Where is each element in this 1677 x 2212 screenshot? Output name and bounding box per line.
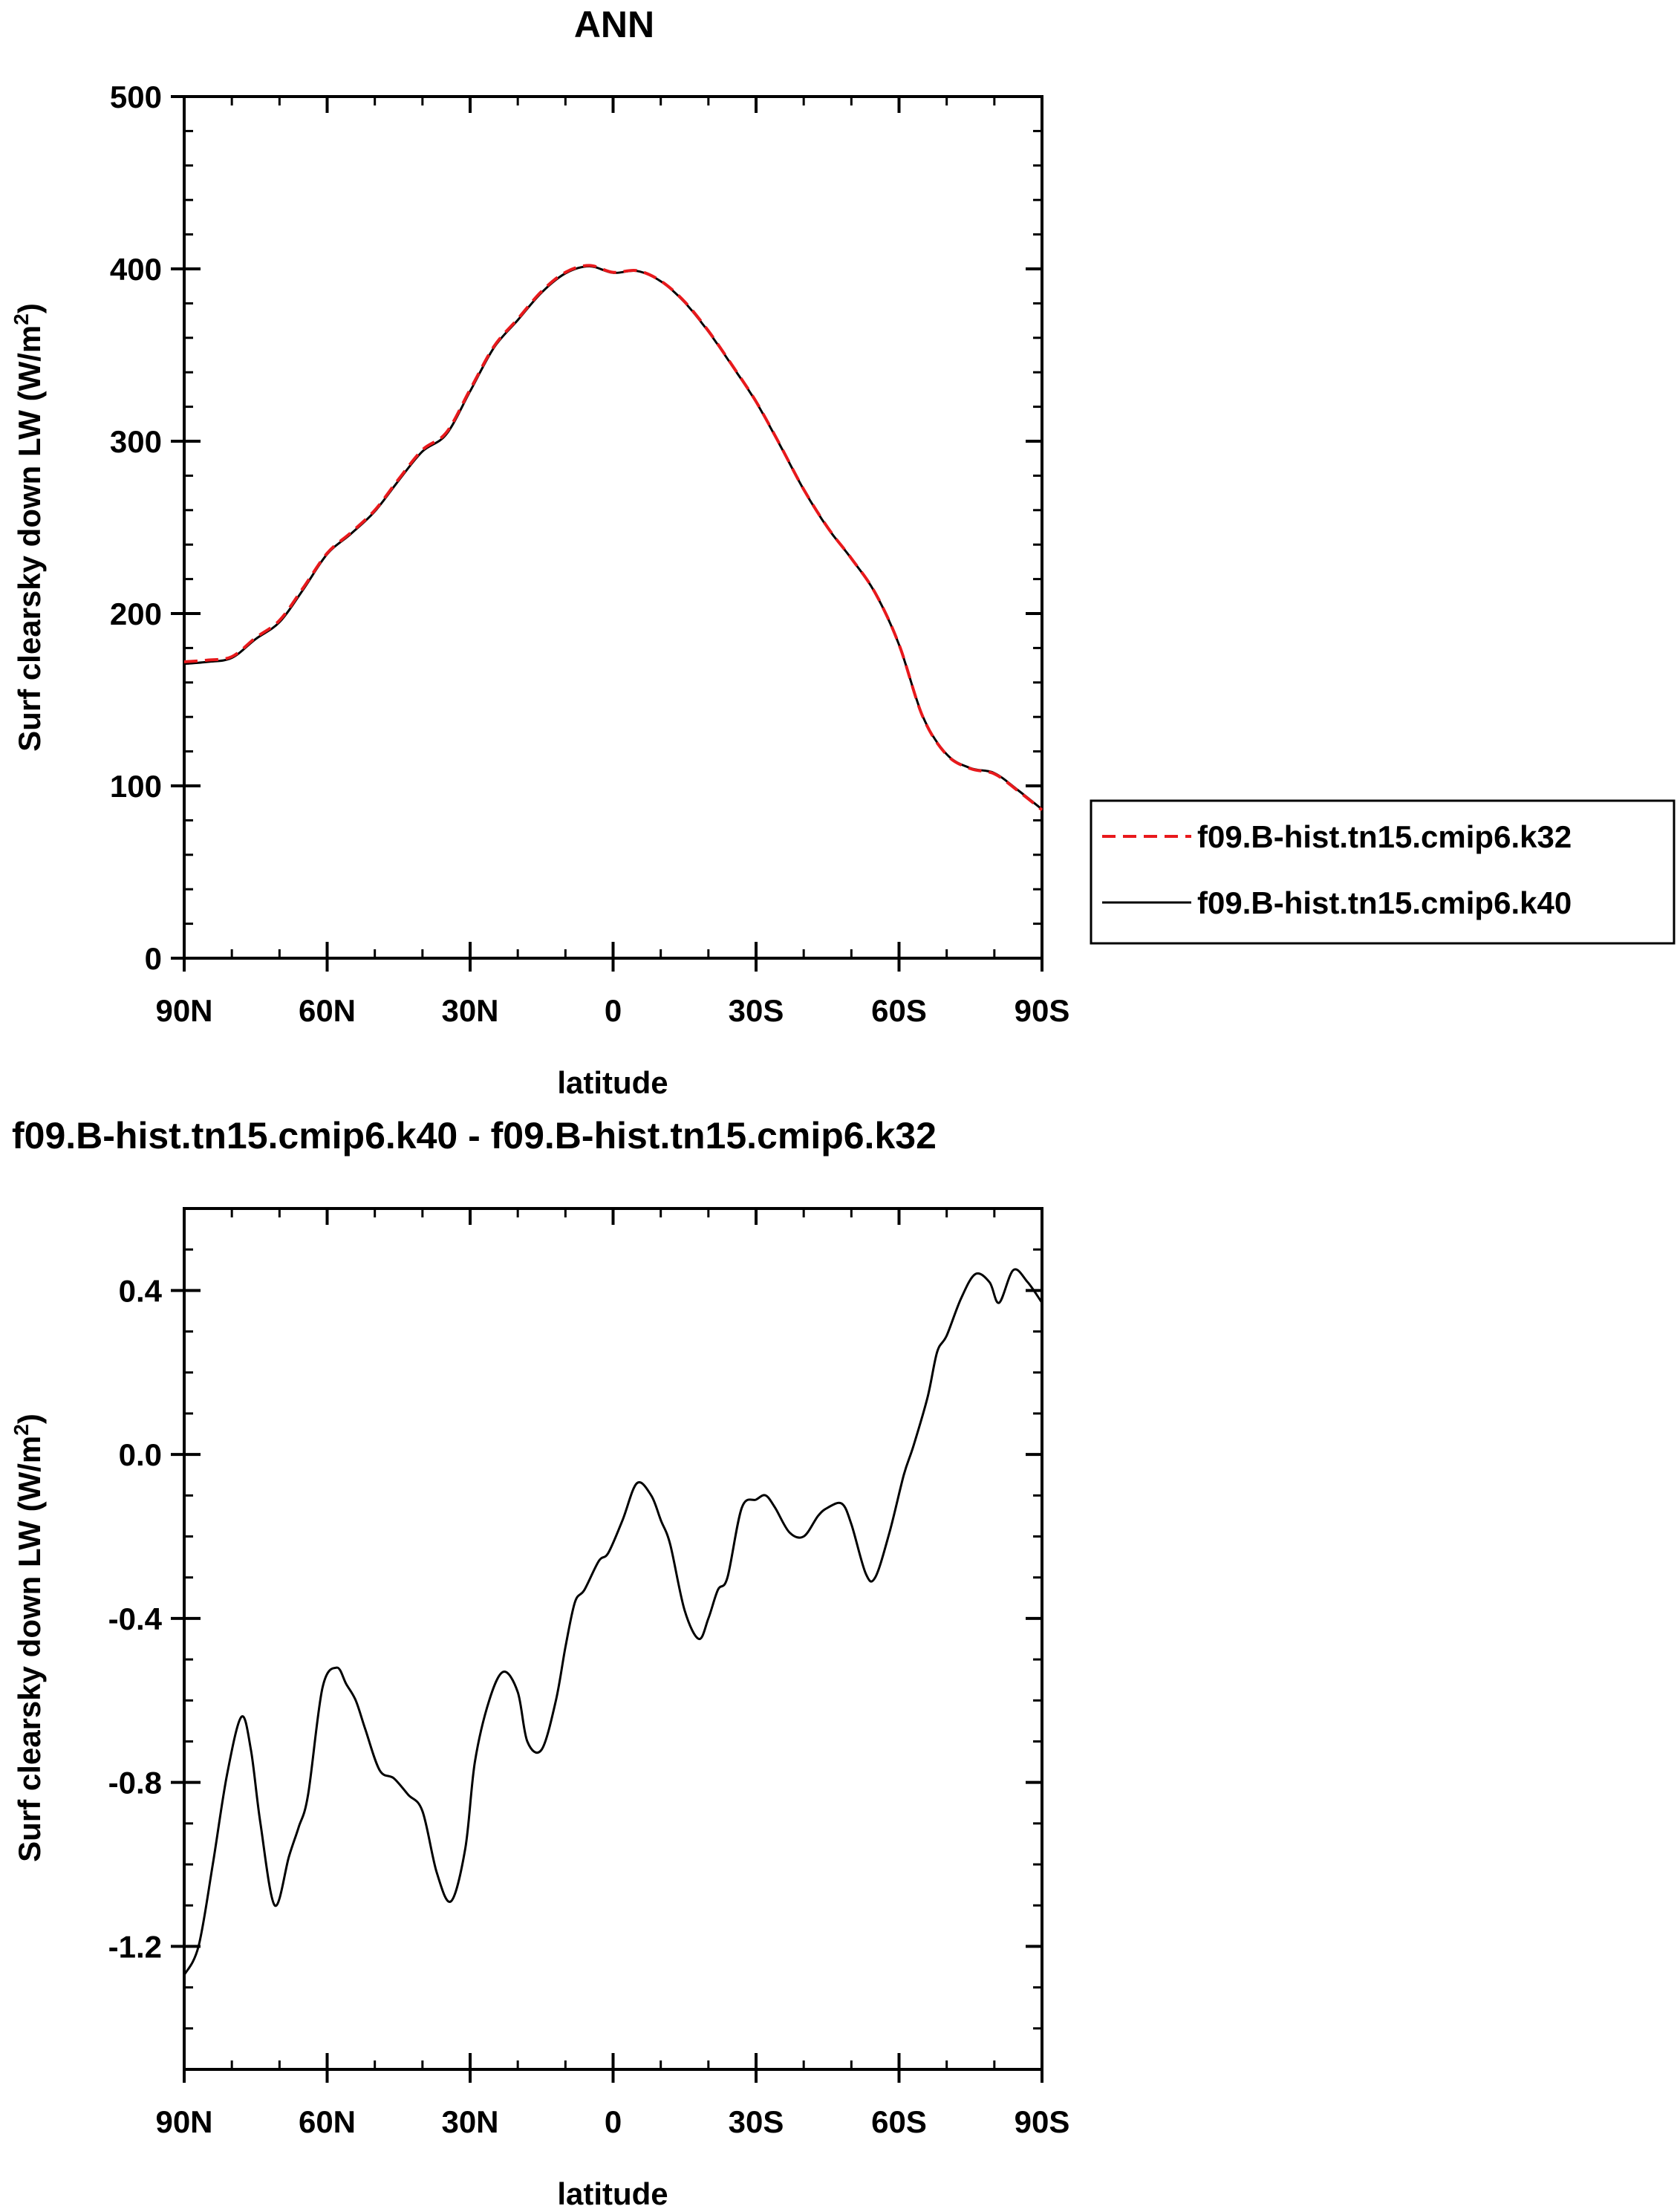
y-tick-label: 300 — [110, 424, 162, 459]
x-tick-label: 0 — [605, 2104, 622, 2139]
y-tick-label: 0.0 — [119, 1437, 162, 1472]
y-axis-label-bottom-main: Surf clearsky down LW (W/m — [12, 1436, 47, 1862]
plot-frame-bottom — [183, 1207, 1043, 2071]
series-line-k40 — [183, 264, 1043, 810]
x-tick-label: 30N — [441, 2104, 498, 2139]
chart-title-top: ANN — [574, 4, 654, 45]
chart-panel-bottom: f09.B-hist.tn15.cmip6.k40 - f09.B-hist.t… — [10, 1115, 1069, 2211]
x-tick-label: 30S — [729, 993, 784, 1028]
chart-title-bottom: f09.B-hist.tn15.cmip6.k40 - f09.B-hist.t… — [12, 1115, 937, 1157]
y-axis-label-bottom-close: ) — [12, 1414, 47, 1424]
x-tick-label: 30S — [729, 2104, 784, 2139]
y-tick-label: 100 — [110, 769, 162, 804]
x-tick-label: 60N — [299, 2104, 356, 2139]
legend: f09.B-hist.tn15.cmip6.k32 f09.B-hist.tn1… — [1090, 799, 1676, 945]
y-tick-label: -0.8 — [108, 1766, 162, 1800]
x-tick-label: 60S — [871, 993, 927, 1028]
x-axis-label-top: latitude — [557, 1065, 668, 1100]
x-axis-label-bottom: latitude — [557, 2176, 668, 2211]
chart-panel-top: ANN 90N 60N 30N 0 30S 60S 90S0100200300400500 … — [10, 4, 1676, 1100]
x-tick-label: 90S — [1015, 2104, 1070, 2139]
plot-frame-top — [183, 95, 1043, 960]
x-tick-label: 30N — [441, 993, 498, 1028]
tick-labels-bottom: 90N 60N 30N 0 30S 60S 90S -1.2 -0.8 -0.4 0.0 0.4 — [108, 1273, 1070, 2139]
y-axis-label-bottom: Surf clearsky down LW (W/m2) — [10, 1414, 47, 1862]
series-group-top — [183, 264, 1043, 812]
y-axis-label-top: Surf clearsky down LW (W/m2) — [10, 303, 47, 752]
series-group-bottom — [183, 1268, 1043, 1976]
series-line-difference — [183, 1268, 1043, 1976]
y-axis-label-top-main: Surf clearsky down LW (W/m — [12, 325, 47, 752]
y-axis-label-bottom-sup: 2 — [10, 1424, 33, 1436]
y-tick-label: 500 — [110, 79, 162, 114]
axis-ticks-bottom — [171, 1207, 1043, 2083]
y-tick-label: 0 — [145, 941, 162, 976]
y-axis-label-top-sup: 2 — [10, 313, 33, 325]
x-tick-label: 90N — [155, 993, 212, 1028]
x-tick-label: 60N — [299, 993, 356, 1028]
tick-labels-top: 90N 60N 30N 0 30S 60S 90S 0 100 200 300 400 500 — [110, 79, 1069, 1028]
y-tick-label: 400 — [110, 252, 162, 287]
axis-ticks-top — [171, 95, 1043, 972]
y-tick-label: 200 — [110, 596, 162, 631]
x-tick-label: 0 — [605, 993, 622, 1028]
y-tick-label: -1.2 — [108, 1929, 162, 1964]
x-tick-label: 60S — [871, 2104, 927, 2139]
legend-box — [1090, 799, 1676, 945]
y-axis-label-top-close: ) — [12, 303, 47, 313]
x-tick-label: 90N — [155, 2104, 212, 2139]
x-tick-label: 90S — [1015, 993, 1070, 1028]
y-tick-label: 0.4 — [119, 1273, 163, 1308]
series-line-k32 — [183, 264, 1043, 812]
y-tick-label: -0.4 — [108, 1601, 163, 1636]
legend-label-k40: f09.B-hist.tn15.cmip6.k40 — [1197, 885, 1572, 920]
legend-label-k32: f09.B-hist.tn15.cmip6.k32 — [1197, 819, 1572, 854]
